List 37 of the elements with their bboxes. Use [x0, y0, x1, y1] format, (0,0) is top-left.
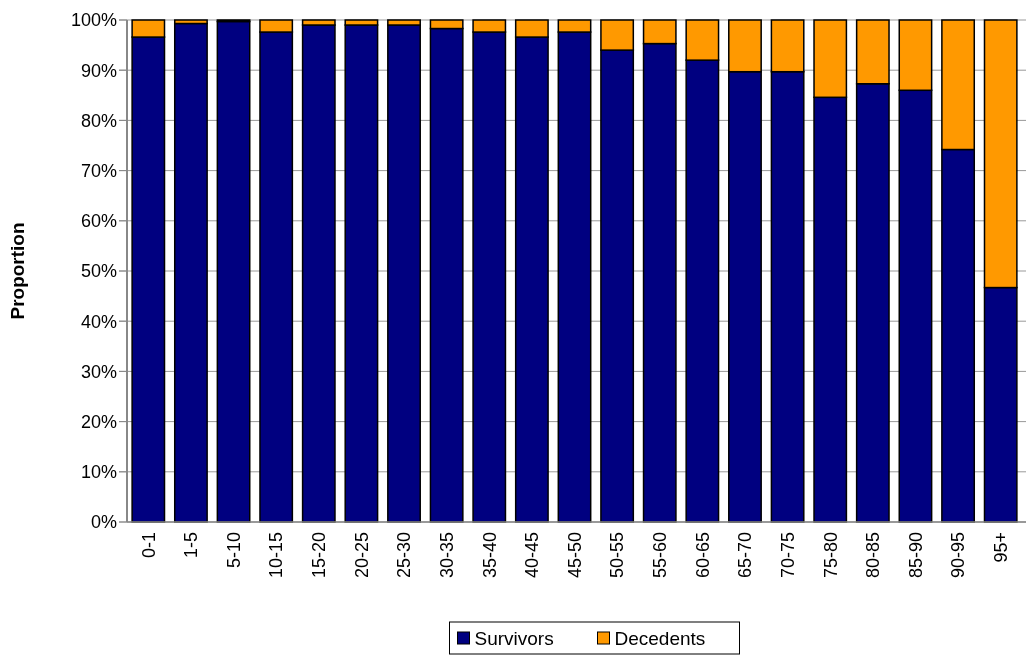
x-tick-label: 1-5: [181, 532, 202, 559]
x-tick-label: 25-30: [394, 532, 415, 579]
y-tick-label: 40%: [80, 311, 117, 332]
legend-label: Decedents: [614, 627, 706, 649]
x-tick-label: 80-85: [863, 532, 884, 579]
y-tick-label: 50%: [80, 261, 117, 282]
bar: [216, 20, 251, 523]
y-tick-label: 20%: [80, 411, 117, 432]
x-tick-label: 50-55: [607, 532, 628, 579]
legend-label: Survivors: [474, 627, 554, 649]
x-tick-label: 15-20: [309, 532, 330, 579]
y-tick-label: 60%: [80, 211, 117, 232]
x-tick-label: 45-50: [564, 532, 585, 579]
y-axis-title: Proportion: [7, 222, 28, 320]
y-tick-label: 90%: [80, 60, 117, 81]
x-tick-label: 30-35: [436, 532, 457, 579]
bar: [173, 22, 208, 523]
x-tick-label: 35-40: [479, 532, 500, 579]
y-tick-label: 0%: [90, 512, 117, 533]
x-tick-label: 0-1: [138, 532, 159, 559]
x-tick-label: 20-25: [351, 532, 372, 579]
y-tick-label: 30%: [80, 361, 117, 382]
x-tick-label: 70-75: [777, 532, 798, 579]
x-tick-label: 10-15: [266, 532, 287, 579]
y-tick-label: 100%: [70, 10, 117, 31]
x-tick-label: 90-95: [948, 532, 969, 579]
y-tick-label: 10%: [80, 462, 117, 483]
x-tick-label: 95+: [990, 532, 1011, 563]
x-tick-label: 85-90: [905, 532, 926, 579]
x-tick-label: 75-80: [820, 532, 841, 579]
x-tick-label: 55-60: [650, 532, 671, 579]
x-tick-label: 60-65: [692, 532, 713, 579]
y-tick-label: 80%: [80, 110, 117, 131]
x-tick-label: 65-70: [735, 532, 756, 579]
y-tick-label: 70%: [80, 160, 117, 181]
x-tick-label: 5-10: [223, 532, 244, 569]
x-tick-label: 40-45: [522, 532, 543, 579]
